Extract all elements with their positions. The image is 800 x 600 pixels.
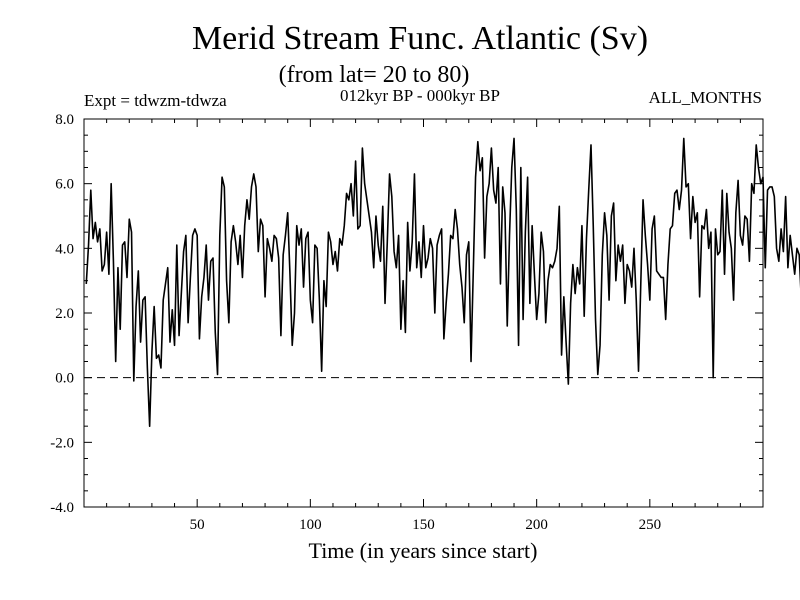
y-tick-label: 2.0: [55, 306, 74, 322]
x-tick-label: 100: [299, 517, 322, 533]
chart-subtitle: (from lat= 20 to 80): [279, 62, 470, 88]
x-tick-label: 200: [525, 517, 548, 533]
experiment-label: Expt = tdwzm-tdwza: [84, 91, 227, 110]
x-tick-label: 150: [412, 517, 435, 533]
y-tick-label: 8.0: [55, 112, 74, 128]
y-axis: -4.0 -2.0 0.0 2.0 4.0 6.0 8.0: [50, 112, 763, 516]
x-tick-label: 250: [639, 517, 662, 533]
y-tick-label: 0.0: [55, 371, 74, 387]
plot-frame: [83, 118, 764, 508]
months-label: ALL_MONTHS: [649, 88, 762, 107]
x-tick-label: 50: [190, 517, 205, 533]
y-tick-label: -2.0: [50, 435, 74, 451]
x-axis: 50 100 150 200 250: [106, 119, 741, 533]
series-line: [85, 137, 800, 427]
y-tick-label: -4.0: [50, 500, 74, 516]
period-label: 012kyr BP - 000kyr BP: [340, 86, 500, 105]
x-axis-label: Time (in years since start): [309, 538, 538, 563]
y-tick-label: 4.0: [55, 241, 74, 257]
y-tick-label: 6.0: [55, 177, 74, 193]
chart-title: Merid Stream Func. Atlantic (Sv): [192, 20, 648, 57]
